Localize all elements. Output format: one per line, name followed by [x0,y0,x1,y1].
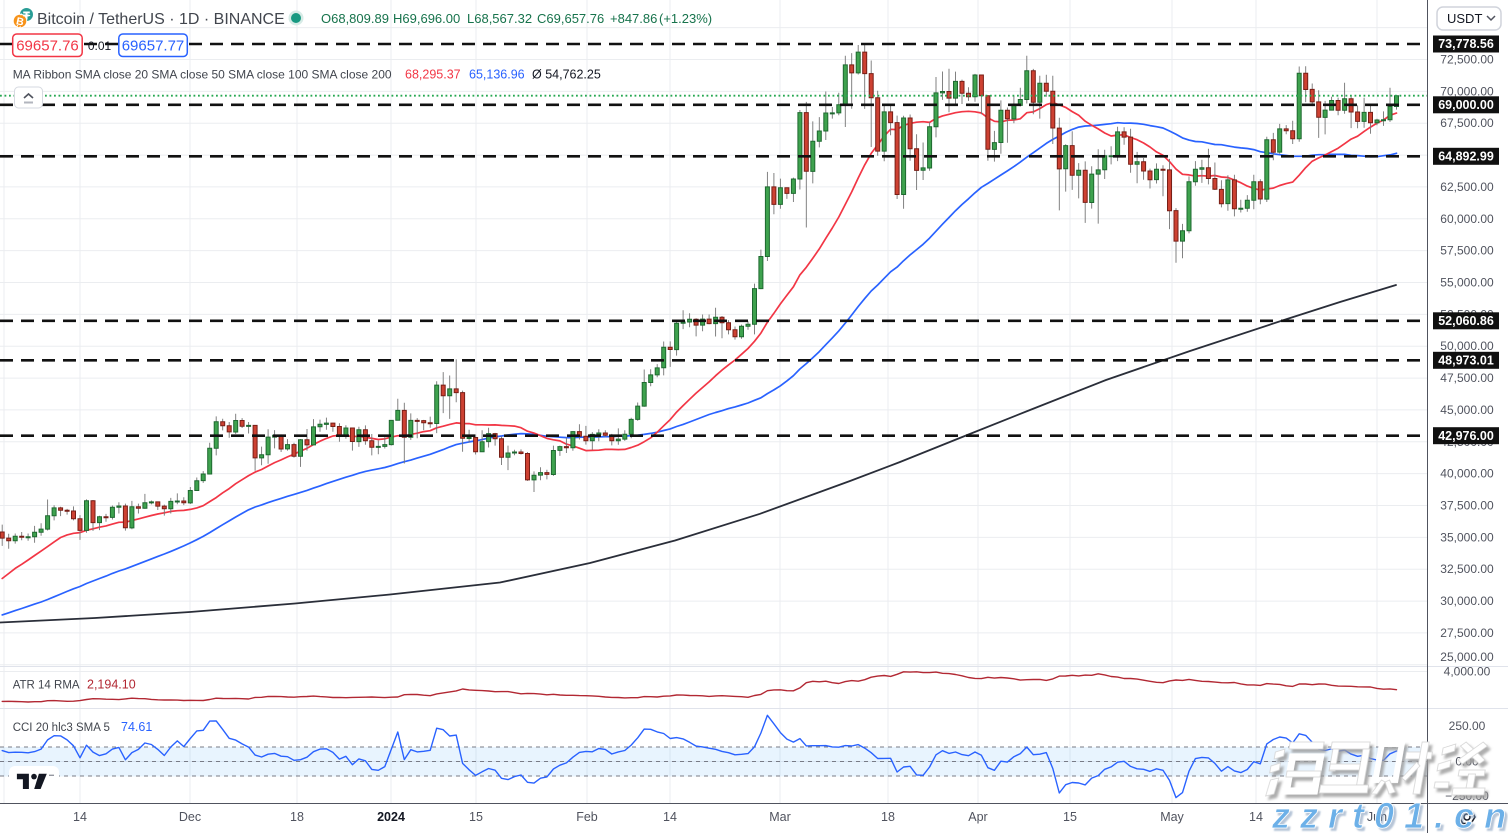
svg-text:73,778.56: 73,778.56 [1438,37,1494,51]
svg-text:27,500.00: 27,500.00 [1440,626,1494,640]
svg-text:15: 15 [1063,810,1077,824]
svg-text:B: B [15,15,25,28]
svg-text:Jun: Jun [1367,810,1387,824]
svg-text:67,500.00: 67,500.00 [1440,116,1494,130]
svg-text:69657.76: 69657.76 [16,38,79,55]
svg-text:Bitcoin / TetherUS · 1D · BINA: Bitcoin / TetherUS · 1D · BINANCE [37,11,285,28]
svg-text:60,000.00: 60,000.00 [1440,212,1494,226]
svg-text:52,060.86: 52,060.86 [1438,314,1494,328]
svg-text:+847.86: +847.86 [610,11,657,26]
svg-text:30,000.00: 30,000.00 [1440,594,1494,608]
svg-text:May: May [1160,810,1184,824]
svg-text:Apr: Apr [968,810,987,824]
svg-text:40,000.00: 40,000.00 [1440,467,1494,481]
svg-text:45,000.00: 45,000.00 [1440,403,1494,417]
svg-text:zzrt01.cn: zzrt01.cn [1271,795,1508,833]
svg-text:15: 15 [469,810,483,824]
svg-text:2,194.10: 2,194.10 [87,678,136,692]
svg-text:14: 14 [663,810,677,824]
svg-text:H69,696.00: H69,696.00 [393,11,460,26]
svg-text:69,000.00: 69,000.00 [1438,98,1494,112]
svg-text:14: 14 [73,810,87,824]
svg-text:MA Ribbon SMA close 20 SMA clo: MA Ribbon SMA close 20 SMA close 50 SMA … [13,68,392,82]
svg-text:Feb: Feb [576,810,598,824]
svg-text:2024: 2024 [377,810,405,824]
svg-text:L68,567.32: L68,567.32 [467,11,532,26]
svg-text:18: 18 [881,810,895,824]
svg-text:4,000.00: 4,000.00 [1444,665,1491,679]
svg-text:48,973.01: 48,973.01 [1438,354,1494,368]
svg-text:250.00: 250.00 [1449,719,1486,733]
svg-text:35,000.00: 35,000.00 [1440,530,1494,544]
svg-text:42,976.00: 42,976.00 [1438,429,1494,443]
svg-text:70,000.00: 70,000.00 [1440,84,1494,98]
svg-text:14: 14 [1249,810,1263,824]
svg-text:Mar: Mar [769,810,791,824]
svg-text:USDT: USDT [1447,11,1482,26]
svg-text:64,892.99: 64,892.99 [1438,150,1494,164]
svg-text:47,500.00: 47,500.00 [1440,371,1494,385]
svg-text:18: 18 [290,810,304,824]
svg-text:(+1.23%): (+1.23%) [659,11,712,26]
svg-text:55,000.00: 55,000.00 [1440,276,1494,290]
svg-text:68,295.37: 68,295.37 [405,68,461,82]
svg-text:57,500.00: 57,500.00 [1440,244,1494,258]
svg-text:0.01: 0.01 [88,39,112,53]
svg-text:C69,657.76: C69,657.76 [537,11,604,26]
svg-text:25,000.00: 25,000.00 [1440,650,1494,664]
svg-text:ATR 14 RMA: ATR 14 RMA [13,680,80,692]
svg-text:69657.77: 69657.77 [122,38,185,55]
svg-text:Dec: Dec [179,810,201,824]
svg-text:50,000.00: 50,000.00 [1440,339,1494,353]
svg-text:74.61: 74.61 [121,720,152,734]
svg-text:62,500.00: 62,500.00 [1440,180,1494,194]
svg-text:CCI 20 hlc3 SMA 5: CCI 20 hlc3 SMA 5 [13,722,110,734]
svg-text:37,500.00: 37,500.00 [1440,499,1494,513]
svg-text:Ø 54,762.25: Ø 54,762.25 [532,68,601,82]
svg-text:O68,809.89: O68,809.89 [321,11,389,26]
svg-text:65,136.96: 65,136.96 [469,68,525,82]
svg-text:32,500.00: 32,500.00 [1440,562,1494,576]
svg-text:72,500.00: 72,500.00 [1440,53,1494,67]
